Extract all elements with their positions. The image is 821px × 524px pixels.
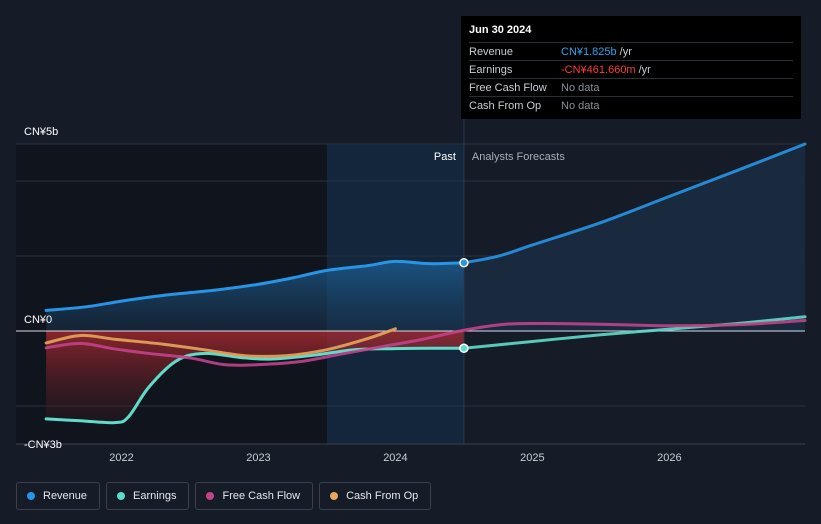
revenue-area-forecast [463,144,805,331]
x-tick-label: 2025 [520,452,544,464]
revenue-highlight-point [459,257,469,268]
tooltip-value: No data [561,99,600,112]
past-label: Past [434,151,456,163]
revenue-line-forecast [462,142,807,265]
legend-item-cash-from-op[interactable]: Cash From Op [319,482,432,510]
legend-label: Cash From Op [346,490,419,502]
legend-label: Free Cash Flow [222,490,301,502]
legend-label: Earnings [133,490,177,502]
earnings-line-past [44,346,466,425]
tooltip-date: Jun 30 2024 [469,24,532,36]
tooltip-row-free-cash-flow: Free Cash Flow No data [469,78,793,96]
tooltip-label: Cash From Op [469,99,542,112]
legend-item-free-cash-flow[interactable]: Free Cash Flow [195,482,314,510]
x-tick-label: 2022 [109,452,133,464]
legend-item-revenue[interactable]: Revenue [16,482,101,510]
tooltip-label: Earnings [469,63,513,76]
tooltip-row-cash-from-op: Cash From Op No data [469,96,793,114]
legend: Revenue Earnings Free Cash Flow Cash Fro… [16,482,432,510]
legend-dot-icon [117,492,126,500]
legend-dot-icon [206,492,215,500]
legend-dot-icon [330,492,339,500]
legend-dot-icon [27,492,35,500]
x-tick-label: 2026 [657,452,681,464]
cash-from-op-line [44,327,397,358]
y-tick-label: -CN¥3b [24,439,62,451]
revenue-area-past [46,261,464,331]
tooltip-row-revenue: Revenue CN¥1.825b /yr [469,42,793,60]
legend-label: Revenue [43,490,88,502]
legend-item-earnings[interactable]: Earnings [106,482,190,510]
tooltip-label: Revenue [469,45,514,58]
tooltip-unit: /yr [619,45,632,58]
tooltip-row-earnings: Earnings -CN¥461.660m /yr [469,60,793,78]
x-tick-label: 2024 [383,452,407,464]
tooltip-label: Free Cash Flow [469,81,547,94]
x-tick-label: 2023 [246,452,270,464]
y-tick-label: CN¥5b [24,126,58,138]
forecast-label: Analysts Forecasts [472,151,565,163]
tooltip-value: -CN¥461.660m [561,63,636,76]
tooltip-value: No data [561,81,600,94]
free-cash-flow-line [44,319,807,367]
tooltip: Jun 30 2024 Revenue CN¥1.825b /yr Earnin… [461,16,801,119]
revenue-line-past [44,259,466,312]
earnings-highlight-point [459,343,469,354]
y-tick-label: CN¥0 [24,314,52,326]
tooltip-value: CN¥1.825b [561,45,617,58]
tooltip-unit: /yr [638,63,651,76]
